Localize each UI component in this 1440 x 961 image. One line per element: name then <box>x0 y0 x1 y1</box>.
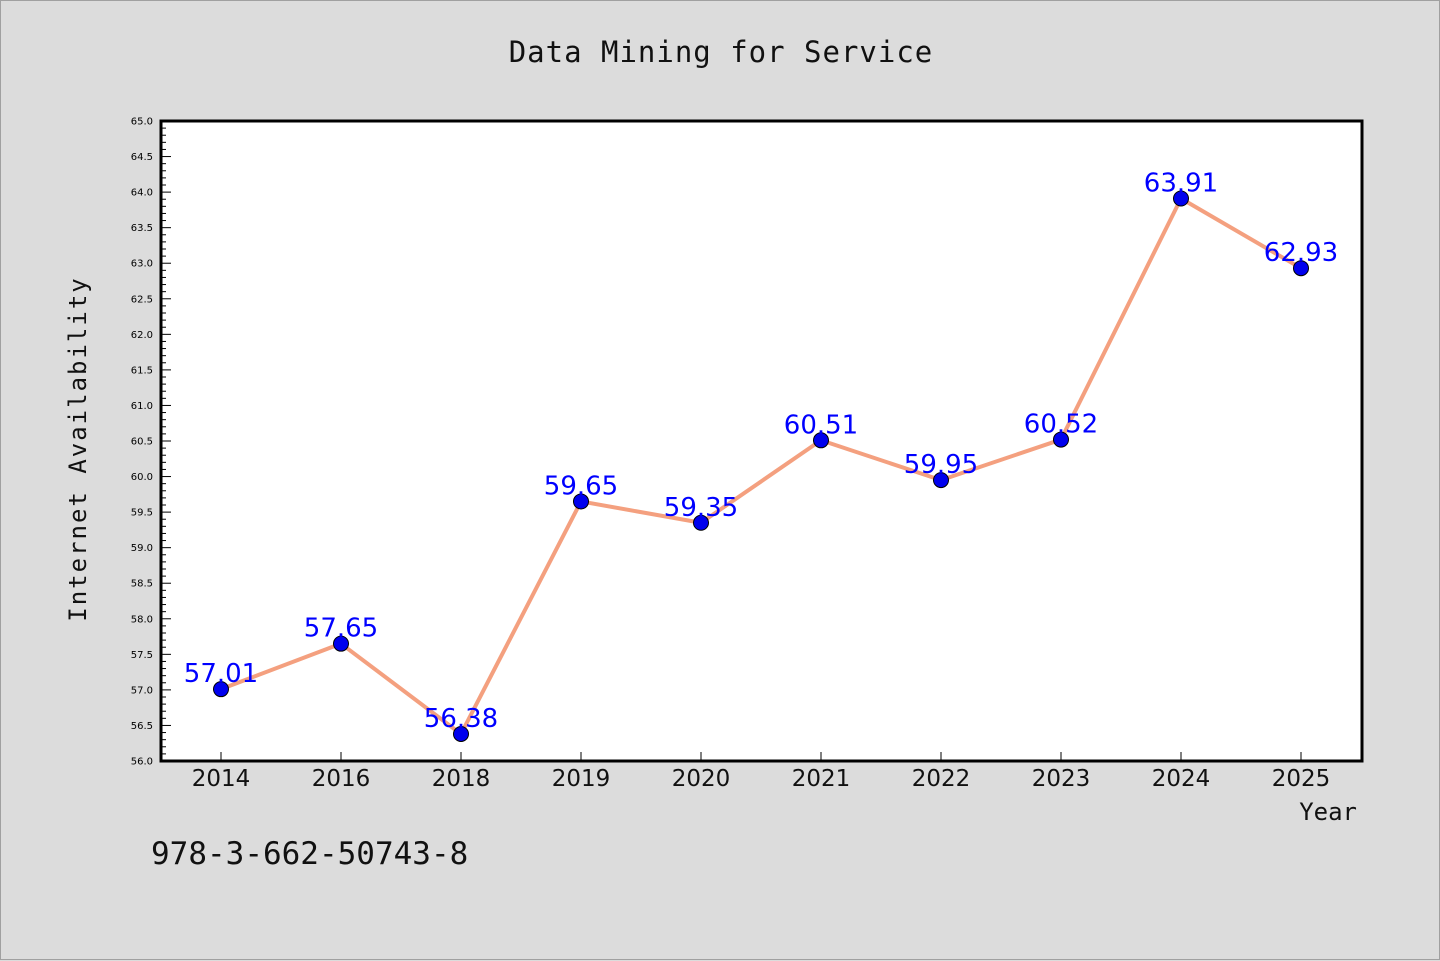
chart-title: Data Mining for Service <box>508 35 934 69</box>
plot-area <box>159 119 1364 763</box>
y-tick-label: 59.0 <box>131 543 153 554</box>
y-tick-label: 61.0 <box>131 401 153 412</box>
data-label: 59.35 <box>664 493 738 523</box>
data-point <box>1173 190 1189 207</box>
x-tick-label: 2021 <box>792 766 851 792</box>
data-point <box>693 514 709 531</box>
x-tick-label: 2018 <box>432 766 491 792</box>
y-tick-label: 62.5 <box>131 294 153 305</box>
series-line <box>219 196 1303 736</box>
data-point <box>1293 260 1309 277</box>
data-point <box>573 493 589 510</box>
y-tick-label: 63.0 <box>131 259 153 270</box>
y-tick-label: 60.5 <box>131 437 153 448</box>
x-tick-label: 2014 <box>192 766 251 792</box>
data-label: 60.51 <box>784 410 858 440</box>
y-tick-label: 59.5 <box>131 508 153 519</box>
data-label: 63.91 <box>1144 169 1218 199</box>
y-tick-label: 61.5 <box>131 365 153 376</box>
y-tick-label: 58.0 <box>131 614 153 625</box>
y-tick-label: 56.0 <box>131 757 153 768</box>
data-label: 62.93 <box>1264 238 1338 268</box>
y-tick-label: 57.0 <box>131 685 153 696</box>
data-label: 59.65 <box>544 471 618 501</box>
y-tick-label: 57.5 <box>131 650 153 661</box>
x-tick-label: 2023 <box>1032 766 1091 792</box>
data-label: 60.52 <box>1024 410 1098 440</box>
x-tick-label: 2016 <box>312 766 371 792</box>
x-tick-label: 2022 <box>912 766 971 792</box>
x-axis-label: Year <box>1299 798 1357 826</box>
isbn-footer: 978-3-662-50743-8 <box>151 836 469 872</box>
data-label: 57.01 <box>184 659 258 689</box>
y-tick-label: 62.0 <box>131 330 153 341</box>
x-tick-label: 2025 <box>1272 766 1331 792</box>
y-tick-label: 63.5 <box>131 223 153 234</box>
data-label: 56.38 <box>424 704 498 734</box>
x-tick-label: 2024 <box>1152 766 1211 792</box>
data-point <box>933 472 949 489</box>
x-tick-label: 2019 <box>552 766 611 792</box>
data-point <box>1053 431 1069 448</box>
x-tick-label: 2020 <box>672 766 731 792</box>
data-point <box>333 635 349 652</box>
data-point <box>813 432 829 449</box>
y-tick-label: 60.0 <box>131 472 153 483</box>
y-tick-label: 64.5 <box>131 152 153 163</box>
data-label: 59.95 <box>904 450 978 480</box>
y-tick-label: 58.5 <box>131 579 153 590</box>
y-tick-label: 65.0 <box>131 117 153 128</box>
y-tick-label: 56.5 <box>131 721 153 732</box>
data-point <box>453 725 469 742</box>
y-tick-label: 64.0 <box>131 188 153 199</box>
data-point <box>213 681 229 698</box>
data-label: 57.65 <box>304 614 378 644</box>
